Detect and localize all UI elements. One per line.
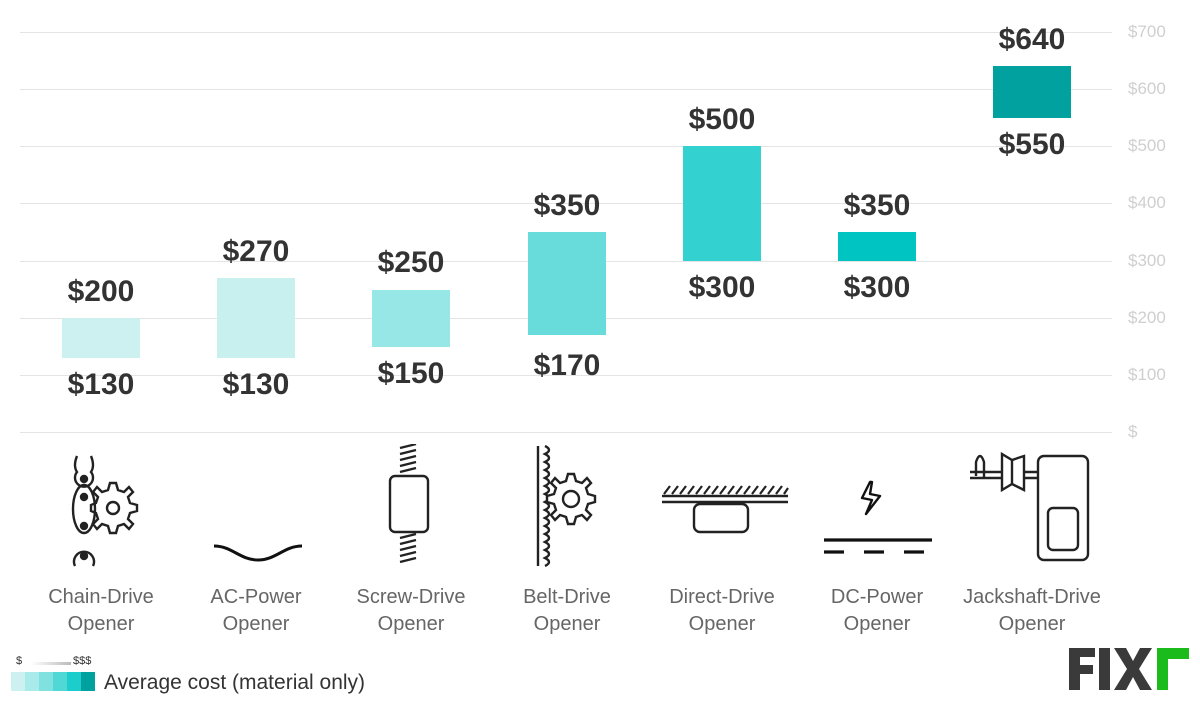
range-bar-direct-drive xyxy=(683,146,761,261)
category-label-chain-drive: Chain-Drive Opener xyxy=(21,584,181,638)
category-line1: Chain-Drive xyxy=(48,586,154,608)
category-label-jackshaft-drive: Jackshaft-Drive Opener xyxy=(952,584,1112,638)
category-label-direct-drive: Direct-Drive Opener xyxy=(642,584,802,638)
range-bar-chain-drive xyxy=(62,318,140,358)
sine-wave-icon xyxy=(213,544,303,562)
range-bar-dc-power xyxy=(838,232,916,261)
gridline-700 xyxy=(20,32,1112,33)
category-line2: Opener xyxy=(688,613,756,635)
legend-swatch xyxy=(11,672,25,691)
legend-scale-high: $$$ xyxy=(73,655,92,667)
gridline-100 xyxy=(20,375,1112,376)
legend-swatch xyxy=(25,672,39,691)
y-tick-100: $100 xyxy=(1128,365,1166,384)
y-tick-0: $ xyxy=(1128,422,1138,441)
gridline-600 xyxy=(20,89,1112,90)
bar-high-label: $350 xyxy=(533,189,601,222)
ceiling-motor-icon xyxy=(662,485,789,534)
y-tick-200: $200 xyxy=(1128,308,1166,327)
legend-swatch xyxy=(81,672,95,691)
range-bar-screw-drive xyxy=(372,290,450,347)
y-tick-600: $600 xyxy=(1128,79,1166,98)
category-label-dc-power: DC-Power Opener xyxy=(797,584,957,638)
dc-lightning-icon xyxy=(824,480,932,554)
category-label-ac-power: AC-Power Opener xyxy=(176,584,336,638)
category-line2: Opener xyxy=(377,613,445,635)
legend-swatches xyxy=(11,672,95,691)
category-label-screw-drive: Screw-Drive Opener xyxy=(331,584,491,638)
bar-high-label: $500 xyxy=(688,103,756,136)
range-bar-ac-power xyxy=(217,278,295,358)
category-line2: Opener xyxy=(843,613,911,635)
belt-gear-icon xyxy=(536,444,597,568)
bar-low-label: $300 xyxy=(688,271,756,304)
bar-low-label: $130 xyxy=(222,368,290,401)
gridline-0 xyxy=(20,432,1112,433)
range-bar-jackshaft-drive xyxy=(993,66,1071,118)
category-label-belt-drive: Belt-Drive Opener xyxy=(487,584,647,638)
y-tick-400: $400 xyxy=(1128,193,1166,212)
category-line1: Direct-Drive xyxy=(669,586,775,608)
fixr-logo xyxy=(1069,648,1189,690)
legend-scale-gradient xyxy=(31,662,71,665)
category-line2: Opener xyxy=(222,613,290,635)
bar-low-label: $130 xyxy=(67,368,135,401)
category-line1: DC-Power xyxy=(830,586,924,608)
bar-low-label: $150 xyxy=(377,357,445,390)
legend-swatch xyxy=(39,672,53,691)
jackshaft-icon xyxy=(970,451,1090,562)
y-tick-500: $500 xyxy=(1128,136,1166,155)
bar-high-label: $250 xyxy=(377,246,445,279)
category-line1: Jackshaft-Drive xyxy=(963,586,1101,608)
range-bar-belt-drive xyxy=(528,232,606,335)
legend-scale-low: $ xyxy=(16,655,23,667)
bar-high-label: $350 xyxy=(843,189,911,222)
category-line2: Opener xyxy=(533,613,601,635)
category-line2: Opener xyxy=(67,613,135,635)
bar-low-label: $170 xyxy=(533,349,601,382)
chain-gear-icon xyxy=(71,455,139,567)
bar-high-label: $200 xyxy=(67,275,135,308)
screw-icon xyxy=(388,444,430,564)
legend-swatch xyxy=(67,672,81,691)
category-line1: AC-Power xyxy=(210,586,302,608)
gridline-500 xyxy=(20,146,1112,147)
legend-label: Average cost (material only) xyxy=(104,671,366,694)
category-line1: Screw-Drive xyxy=(356,586,466,608)
bar-low-label: $300 xyxy=(843,271,911,304)
legend-swatch xyxy=(53,672,67,691)
bar-low-label: $550 xyxy=(998,128,1066,161)
category-line1: Belt-Drive xyxy=(523,586,611,608)
y-tick-700: $700 xyxy=(1128,22,1166,41)
y-tick-300: $300 xyxy=(1128,251,1166,270)
bar-high-label: $270 xyxy=(222,235,290,268)
bar-high-label: $640 xyxy=(998,23,1066,56)
category-line2: Opener xyxy=(998,613,1066,635)
gridline-400 xyxy=(20,203,1112,204)
